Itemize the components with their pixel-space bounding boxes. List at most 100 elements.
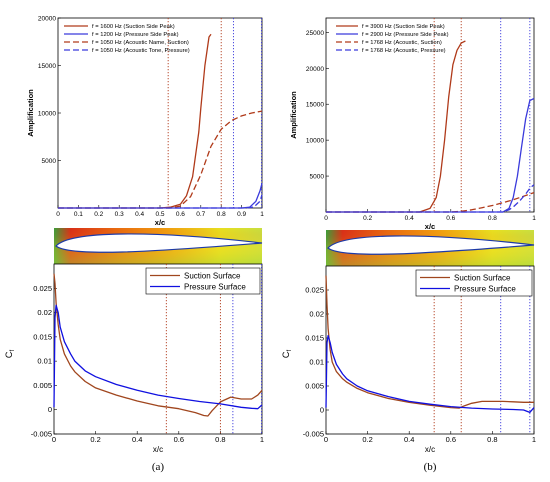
- b-bot-xtick-label: 0.2: [362, 435, 372, 444]
- panel-a-top-frame: [57, 17, 263, 209]
- panel-b-airfoil-shape: [327, 235, 535, 255]
- a-bot-ytick-label: 0.015: [33, 332, 52, 341]
- panel-b-bottom-series: [325, 275, 535, 414]
- panel-a-bottom-xlabel: x/c: [153, 445, 163, 454]
- b-top-series-line: [326, 184, 535, 213]
- a-bot-xtick-label: 1: [260, 435, 264, 444]
- b-top-ytick-label: 15000: [306, 102, 324, 109]
- b-bot-legend-label: Pressure Surface: [454, 284, 516, 293]
- a-bot-series-line: [53, 273, 263, 417]
- b-top-xtick-label: 0.4: [405, 215, 414, 222]
- a-top-xtick-label: 0.6: [176, 211, 185, 218]
- b-bot-ytick-label: 0: [320, 406, 324, 415]
- panel-a-top-legend: f = 1600 Hz (Suction Side Peak) f = 1200 …: [64, 24, 190, 54]
- panel-b-airfoil-field: [326, 230, 535, 266]
- b-top-xtick-label: 0: [324, 215, 328, 222]
- a-top-ytick-label: 10000: [38, 111, 56, 118]
- a-bot-series-line: [53, 304, 263, 410]
- panel-b-top-frame: [325, 17, 535, 213]
- b-top-series-line: [326, 40, 466, 213]
- a-bot-ytick-label: 0.01: [37, 357, 52, 366]
- panel-a-top-xlabel: x/c: [155, 218, 165, 227]
- a-bot-xtick-label: 0.4: [132, 435, 142, 444]
- a-top-xtick-label: 0.4: [135, 211, 144, 218]
- panel-a-airfoil-field: [54, 228, 263, 264]
- b-bot-xtick-label: 0.8: [487, 435, 497, 444]
- panel-b-top-xlabel: x/c: [425, 222, 435, 231]
- panel-b-bottom-x-ticks: 0 0.2 0.4 0.6 0.8 1: [324, 431, 536, 444]
- panel-a-top-ylabel: Amplification: [26, 89, 35, 137]
- b-top-legend-label: f = 1768 Hz (Acoustic, Pressure): [362, 48, 446, 54]
- panel-a-label: (a): [152, 461, 165, 473]
- a-top-series-line: [58, 110, 263, 209]
- a-top-xtick-label: 0.7: [196, 211, 205, 218]
- a-top-xtick-label: 0.8: [217, 211, 226, 218]
- b-top-ytick-label: 5000: [310, 174, 325, 181]
- panel-b-top-vlines: [433, 18, 531, 212]
- b-bot-ytick-label: 0.02: [309, 310, 324, 319]
- a-top-xtick-label: 1: [260, 211, 264, 218]
- b-bot-series-line: [325, 275, 534, 409]
- panel-b-top-y-ticks: 5000 10000 15000 20000 25000: [306, 30, 329, 181]
- a-top-xtick-label: 0.1: [74, 211, 83, 218]
- b-bot-xtick-label: 0.4: [404, 435, 414, 444]
- a-bot-ytick-label: 0.025: [33, 284, 52, 293]
- a-bot-legend-label: Suction Surface: [184, 271, 241, 280]
- a-bot-ytick-label: 0.005: [33, 381, 52, 390]
- panel-a-bottom-ylabel: Cf: [4, 350, 16, 359]
- b-top-ytick-label: 25000: [306, 30, 324, 37]
- a-bot-ytick-label: 0: [48, 405, 52, 414]
- panel-a-bottom-x-ticks: 0 0.2 0.4 0.6 0.8 1: [52, 431, 264, 444]
- panel-b-bottom-ylabel: Cf: [281, 350, 293, 359]
- a-top-legend-label: f = 1200 Hz (Pressure Side Peak): [92, 32, 179, 38]
- b-top-legend-label: f = 2900 Hz (Pressure Side Peak): [362, 32, 449, 38]
- b-bot-xtick-label: 1: [532, 435, 536, 444]
- b-top-xtick-label: 0.6: [446, 215, 455, 222]
- a-top-ytick-label: 15000: [38, 63, 56, 70]
- a-bot-legend-label: Pressure Surface: [184, 282, 246, 291]
- b-top-xtick-label: 0.8: [488, 215, 497, 222]
- a-bot-ytick-label: -0.005: [31, 430, 52, 439]
- b-top-ytick-label: 10000: [306, 138, 324, 145]
- a-top-ytick-label: 20000: [38, 16, 56, 23]
- a-bot-xtick-label: 0.6: [174, 435, 184, 444]
- b-top-series-line: [326, 97, 535, 213]
- panel-b-bottom-xlabel: x/c: [425, 445, 435, 454]
- panel-b-top-ylabel: Amplification: [289, 91, 298, 139]
- b-bot-xtick-label: 0: [324, 435, 328, 444]
- panel-b-bottom-y-ticks: -0.005 0 0.005 0.01 0.015 0.02 0.025: [303, 286, 329, 439]
- b-top-ytick-label: 20000: [306, 66, 324, 73]
- a-bot-ytick-label: 0.02: [37, 308, 52, 317]
- b-bot-ytick-label: 0.025: [305, 286, 324, 295]
- a-top-ytick-label: 5000: [42, 158, 57, 165]
- b-bot-ytick-label: 0.01: [309, 358, 324, 367]
- panel-b-top-legend: f = 3900 Hz (Suction Side Peak) f = 2900 …: [336, 24, 449, 54]
- b-bot-ytick-label: 0.015: [305, 334, 324, 343]
- b-bot-ytick-label: -0.005: [303, 430, 324, 439]
- panel-a-amplification-plot: 5000 10000 15000 20000 0 0.1 0.2 0.3 0.4 0.5 0.6 0…: [26, 16, 264, 228]
- a-top-legend-label: f = 1050 Hz (Acoustic Name, Suction): [92, 40, 189, 46]
- b-bot-legend-box: [415, 269, 533, 297]
- panel-a-bottom-y-ticks: -0.005 0 0.005 0.01 0.015 0.02 0.025: [31, 284, 57, 439]
- panel-b-bottom-legend: Suction Surface Pressure Surface: [415, 269, 533, 297]
- a-top-legend-label: f = 1600 Hz (Suction Side Peak): [92, 24, 175, 30]
- b-bot-legend-label: Suction Surface: [454, 273, 511, 282]
- a-top-xtick-label: 0.5: [155, 211, 164, 218]
- a-top-xtick-label: 0: [56, 211, 60, 218]
- panel-a-bottom-legend: Suction Surface Pressure Surface: [145, 267, 261, 295]
- panel-a-airfoil-shape: [55, 233, 263, 253]
- panel-b-label: (b): [424, 461, 437, 473]
- b-bot-xtick-label: 0.6: [446, 435, 456, 444]
- a-top-xtick-label: 0.9: [237, 211, 246, 218]
- b-top-legend-label: f = 1768 Hz (Acoustic, Suction): [362, 40, 442, 46]
- a-bot-xtick-label: 0.8: [215, 435, 225, 444]
- a-top-legend-label: f = 1050 Hz (Acoustic Tone, Pressure): [92, 48, 190, 54]
- b-bot-ytick-label: 0.005: [305, 382, 324, 391]
- a-bot-xtick-label: 0: [52, 435, 56, 444]
- panel-a-bottom-series: [53, 273, 263, 417]
